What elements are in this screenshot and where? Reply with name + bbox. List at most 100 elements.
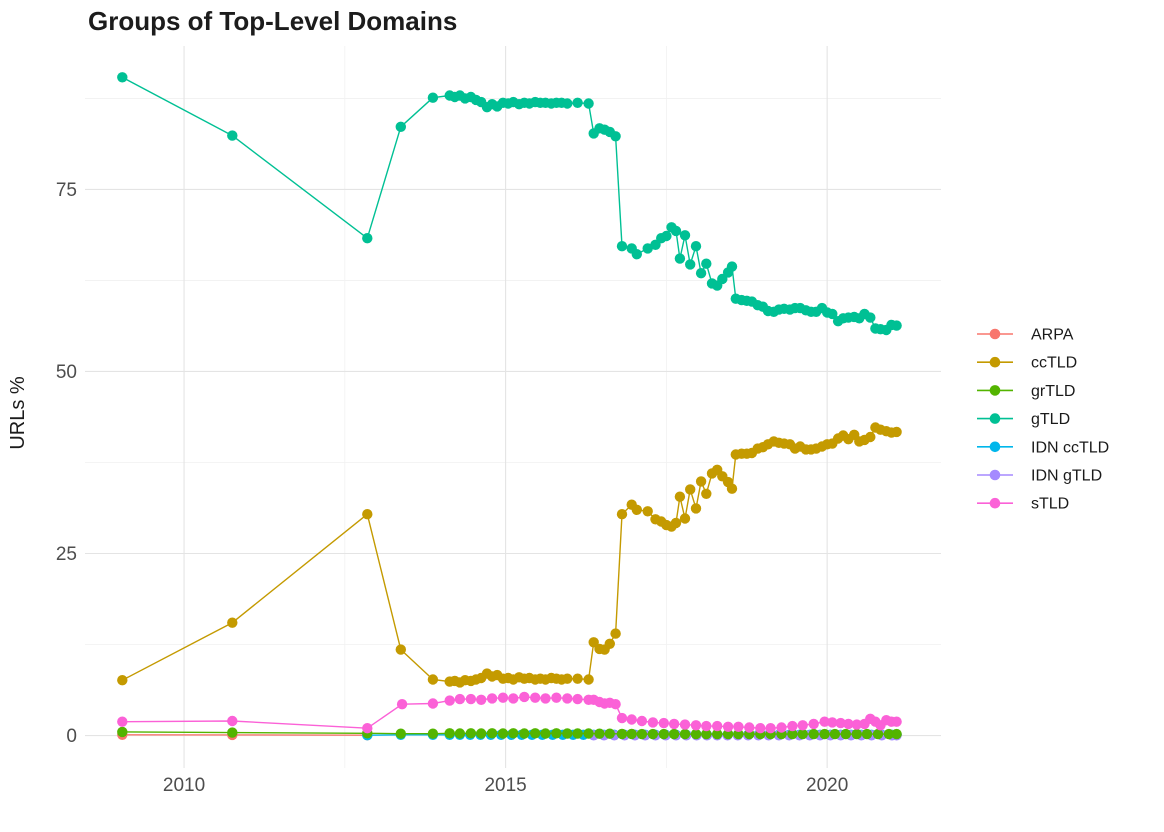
data-point [696,476,706,486]
data-point [691,503,701,513]
data-point [572,728,582,738]
data-point [551,728,561,738]
data-point [562,693,572,703]
data-point [727,261,737,271]
data-point [701,489,711,499]
data-point [787,721,797,731]
data-point [891,717,901,727]
data-point [617,509,627,519]
data-point [562,674,572,684]
data-point [583,728,593,738]
data-point [397,699,407,709]
legend-key-dot [990,470,1001,481]
data-point [685,259,695,269]
y-tick-label: 25 [56,544,77,565]
x-tick-label: 2015 [484,775,526,796]
legend-label: IDN gTLD [1031,468,1102,485]
data-point [117,72,127,82]
data-point [696,268,706,278]
data-point [891,427,901,437]
data-point [675,253,685,263]
data-point [685,484,695,494]
data-point [617,713,627,723]
data-point [723,722,733,732]
data-point [551,693,561,703]
data-point [632,505,642,515]
data-point [466,694,476,704]
data-point [617,729,627,739]
legend-label: gTLD [1031,411,1070,428]
data-point [117,717,127,727]
data-point [530,693,540,703]
chart-title: Groups of Top-Level Domains [88,6,457,36]
data-point [661,231,671,241]
legend-key-dot [990,498,1001,509]
data-point [362,233,372,243]
x-tick-label: 2020 [806,775,848,796]
data-point [540,693,550,703]
data-point [540,728,550,738]
data-point [428,698,438,708]
legend-label: IDN ccTLD [1031,439,1109,456]
data-point [865,432,875,442]
data-point [605,639,615,649]
y-axis-title: URLs % [7,376,29,450]
data-point [562,98,572,108]
data-point [627,729,637,739]
data-point [594,729,604,739]
data-point [362,723,372,733]
data-point [445,728,455,738]
data-point [809,719,819,729]
data-point [530,728,540,738]
data-point [891,320,901,330]
legend-key-dot [990,357,1001,368]
data-point [487,693,497,703]
y-tick-label: 75 [56,180,77,201]
y-tick-label: 0 [66,726,77,747]
data-point [508,693,518,703]
data-point [476,695,486,705]
data-point [776,722,786,732]
data-point [572,674,582,684]
data-point [691,241,701,251]
data-point [680,719,690,729]
data-point [675,492,685,502]
data-point [227,130,237,140]
data-point [508,728,518,738]
legend-key-dot [990,329,1001,340]
data-point [562,728,572,738]
data-point [865,312,875,322]
data-point [572,694,582,704]
data-point [610,699,620,709]
data-point [117,675,127,685]
legend-label: ccTLD [1031,355,1077,372]
data-point [362,509,372,519]
data-point [819,729,829,739]
data-point [396,122,406,132]
data-point [428,93,438,103]
data-point [671,518,681,528]
legend-label: ARPA [1031,327,1074,344]
data-point [605,729,615,739]
data-point [227,618,237,628]
data-point [680,230,690,240]
data-point [617,241,627,251]
data-point [669,729,679,739]
data-point [455,694,465,704]
legend-label: sTLD [1031,496,1069,513]
data-point [669,719,679,729]
data-point [396,644,406,654]
legend-label: grTLD [1031,383,1075,400]
data-point [583,674,593,684]
x-tick-label: 2010 [163,775,205,796]
data-point [583,98,593,108]
data-point [428,674,438,684]
data-point [680,729,690,739]
data-point [572,98,582,108]
legend-key-dot [990,442,1001,453]
data-point [809,729,819,739]
data-point [466,728,476,738]
data-point [610,628,620,638]
data-point [117,727,127,737]
